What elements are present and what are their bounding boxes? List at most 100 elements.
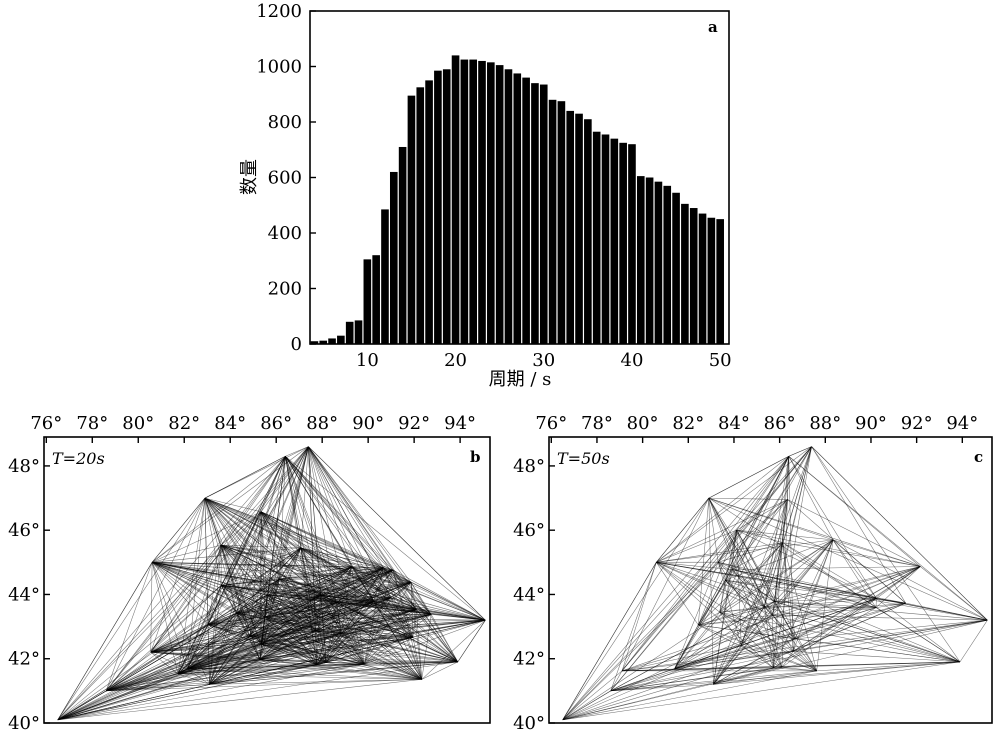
ray-path bbox=[207, 624, 250, 637]
ray-path bbox=[57, 663, 365, 721]
ray-path bbox=[562, 670, 623, 721]
ray-path bbox=[266, 594, 365, 665]
ray-path bbox=[57, 690, 107, 721]
ray-path bbox=[300, 547, 352, 567]
ray-path bbox=[300, 547, 327, 663]
ray-path bbox=[316, 662, 327, 666]
ray-path bbox=[610, 619, 988, 692]
ray-path bbox=[187, 668, 422, 680]
lon-tick-label: 84° bbox=[214, 413, 246, 434]
ray-path bbox=[674, 601, 775, 670]
histogram-bar bbox=[716, 219, 724, 345]
ray-path bbox=[717, 529, 737, 563]
ray-path bbox=[152, 544, 222, 563]
ray-path bbox=[708, 497, 921, 567]
histogram-y-tick-label: 600 bbox=[268, 168, 302, 189]
ray-path bbox=[621, 598, 877, 672]
ray-path bbox=[249, 456, 286, 637]
ray-path bbox=[656, 562, 773, 616]
ray-path bbox=[795, 619, 988, 640]
ray-path bbox=[740, 542, 784, 646]
ray-path bbox=[741, 645, 817, 672]
ray-path bbox=[656, 497, 710, 563]
ray-path bbox=[781, 667, 817, 672]
ray-path bbox=[220, 544, 365, 665]
ray-path bbox=[336, 602, 342, 634]
ray-path bbox=[621, 456, 790, 672]
ray-path bbox=[207, 511, 262, 625]
histogram-bar bbox=[372, 255, 380, 344]
ray-path bbox=[731, 569, 877, 599]
ray-path bbox=[266, 594, 316, 632]
ray-path bbox=[221, 585, 268, 596]
ray-path bbox=[220, 544, 268, 596]
ray-path bbox=[57, 664, 317, 721]
ray-path bbox=[266, 566, 352, 596]
ray-path bbox=[261, 644, 317, 666]
histogram-bar bbox=[592, 131, 601, 344]
histogram-bar bbox=[407, 95, 416, 344]
histogram-bar bbox=[442, 69, 451, 344]
ray-path bbox=[718, 542, 783, 563]
ray-path bbox=[740, 499, 788, 646]
ray-paths-b bbox=[57, 446, 486, 721]
ray-path bbox=[610, 667, 783, 692]
ray-path bbox=[656, 562, 732, 570]
ray-path bbox=[150, 651, 179, 675]
ray-path bbox=[719, 611, 961, 663]
ray-path bbox=[220, 544, 318, 666]
ray-path bbox=[221, 585, 342, 634]
ray-path bbox=[320, 567, 384, 596]
ray-path bbox=[736, 530, 765, 607]
ray-path bbox=[811, 446, 906, 604]
ray-path bbox=[266, 594, 337, 603]
ray-path bbox=[150, 616, 266, 653]
histogram-bar bbox=[548, 99, 557, 344]
histogram-y-tick-label: 800 bbox=[268, 112, 302, 133]
ray-path bbox=[773, 456, 790, 669]
ray-path bbox=[266, 594, 342, 634]
ray-path bbox=[249, 594, 268, 637]
ray-path bbox=[320, 594, 417, 610]
ray-path bbox=[341, 567, 384, 634]
histogram-y-ticks: 0 200 400 600 800 1000 1200 bbox=[256, 1, 316, 355]
ray-path bbox=[782, 542, 796, 639]
ray-path bbox=[764, 606, 796, 640]
ray-path bbox=[392, 569, 486, 621]
ray-path bbox=[266, 594, 318, 666]
ray-path bbox=[736, 529, 877, 599]
ray-path bbox=[832, 539, 988, 621]
ray-path bbox=[788, 456, 834, 541]
ray-path bbox=[326, 597, 392, 663]
histogram-bars bbox=[310, 55, 724, 345]
histogram-bar bbox=[337, 335, 345, 344]
ray-path bbox=[674, 562, 719, 670]
lat-tick-label: 46° bbox=[513, 520, 545, 541]
ray-path bbox=[221, 544, 412, 583]
ray-path bbox=[774, 598, 877, 602]
ray-path bbox=[57, 497, 206, 720]
ray-path bbox=[151, 497, 206, 563]
ray-path bbox=[793, 638, 796, 652]
ray-path bbox=[285, 456, 486, 621]
histogram-x-tick-label: 30 bbox=[532, 350, 555, 371]
ray-path bbox=[150, 544, 222, 653]
ray-path bbox=[392, 569, 412, 583]
ray-path bbox=[209, 566, 352, 685]
lon-tick-label: 88° bbox=[306, 413, 338, 434]
ray-path bbox=[793, 619, 988, 652]
histogram-bar bbox=[619, 142, 627, 344]
ray-path bbox=[308, 446, 394, 571]
ray-path bbox=[724, 580, 817, 672]
ray-path bbox=[719, 530, 737, 613]
ray-path bbox=[260, 511, 394, 571]
ray-path bbox=[207, 566, 352, 625]
lat-tick-label: 40° bbox=[513, 713, 545, 733]
ray-path bbox=[736, 529, 796, 640]
ray-path bbox=[316, 567, 384, 666]
ray-path bbox=[150, 566, 352, 653]
ray-path bbox=[325, 567, 384, 663]
ray-path bbox=[315, 630, 318, 665]
ray-path bbox=[150, 585, 222, 653]
histogram-bar bbox=[531, 83, 539, 345]
